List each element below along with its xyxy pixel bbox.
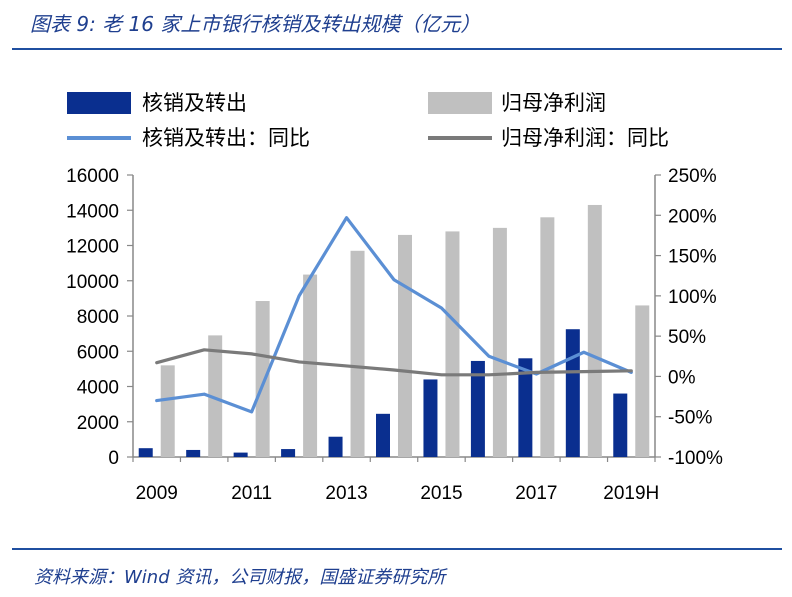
left-tick-label: 0: [108, 448, 119, 469]
right-tick-label: 150%: [668, 247, 717, 268]
legend-writeoff-label: 核销及转出: [142, 91, 247, 115]
writeoff-bar: [328, 436, 343, 457]
right-tick-label: 50%: [668, 327, 706, 348]
net-profit-bar: [255, 301, 270, 457]
right-tick-label: -50%: [668, 408, 712, 429]
net-profit-bar: [160, 365, 175, 457]
writeoff-bar: [470, 360, 485, 457]
right-tick-label: 200%: [668, 206, 717, 227]
left-tick-label: 12000: [66, 237, 119, 258]
net-profit-bar: [303, 274, 318, 457]
writeoff-bar: [281, 449, 296, 457]
net-profit-bar: [398, 234, 412, 457]
left-tick-label: 14000: [66, 201, 119, 222]
x-tick-label: 2009: [136, 483, 178, 504]
writeoff-bar: [376, 413, 390, 457]
source-note: 资料来源：Wind 资讯，公司财报，国盛证券研究所: [34, 567, 446, 588]
bottom-rule: [12, 548, 782, 550]
right-tick-label: 250%: [668, 166, 717, 187]
net-profit-bar: [208, 335, 223, 457]
net-profit-bar: [635, 305, 650, 457]
left-tick-label: 16000: [66, 166, 119, 187]
axes: 0 2000 4000 6000 8000 10000 12000 14000 16000 -10…: [66, 166, 723, 504]
net-profit-bar: [492, 227, 507, 457]
legend-net-profit-label: 归母净利润: [501, 91, 606, 115]
figure-title: 图表 9: 老 16 家上市银行核销及转出规模（亿元）: [30, 12, 481, 36]
net-profit-bar: [445, 231, 460, 457]
left-tick-label: 8000: [77, 307, 119, 328]
left-tick-label: 6000: [77, 342, 119, 363]
net-profit-bar: [587, 204, 602, 457]
net-profit-bar: [540, 217, 555, 457]
net-profit-yoy-line: [155, 348, 633, 377]
writeoff-bar: [565, 329, 580, 457]
right-tick-label: 100%: [668, 287, 717, 308]
x-tick-label: 2013: [325, 483, 367, 504]
right-tick-label: -100%: [668, 448, 723, 469]
x-tick-label: 2015: [420, 483, 462, 504]
writeoff-bar: [138, 448, 153, 457]
writeoff-bar: [613, 393, 628, 457]
left-tick-label: 4000: [77, 378, 119, 399]
x-tick-label: 2011: [231, 483, 272, 504]
lines: [155, 216, 633, 414]
legend-writeoff-yoy-label: 核销及转出：同比: [142, 126, 310, 150]
right-tick-label: 0%: [668, 367, 696, 388]
writeoff-bar: [423, 379, 438, 457]
legend-net-profit-swatch: [428, 92, 492, 114]
x-tick-label: 2017: [515, 483, 557, 504]
writeoff-bar: [186, 449, 201, 457]
writeoff-bar: [518, 358, 533, 457]
x-tick-label: 2019H: [603, 483, 659, 504]
net-profit-bar: [350, 250, 365, 457]
bars: [138, 204, 650, 457]
writeoff-yoy-line: [155, 216, 633, 414]
legend-net-profit-yoy-label: 归母净利润：同比: [501, 126, 669, 150]
legend-writeoff-swatch: [67, 92, 131, 114]
left-tick-label: 2000: [77, 413, 119, 434]
top-rule: [12, 48, 782, 50]
writeoff-bar: [233, 452, 248, 457]
left-tick-label: 10000: [66, 272, 119, 293]
